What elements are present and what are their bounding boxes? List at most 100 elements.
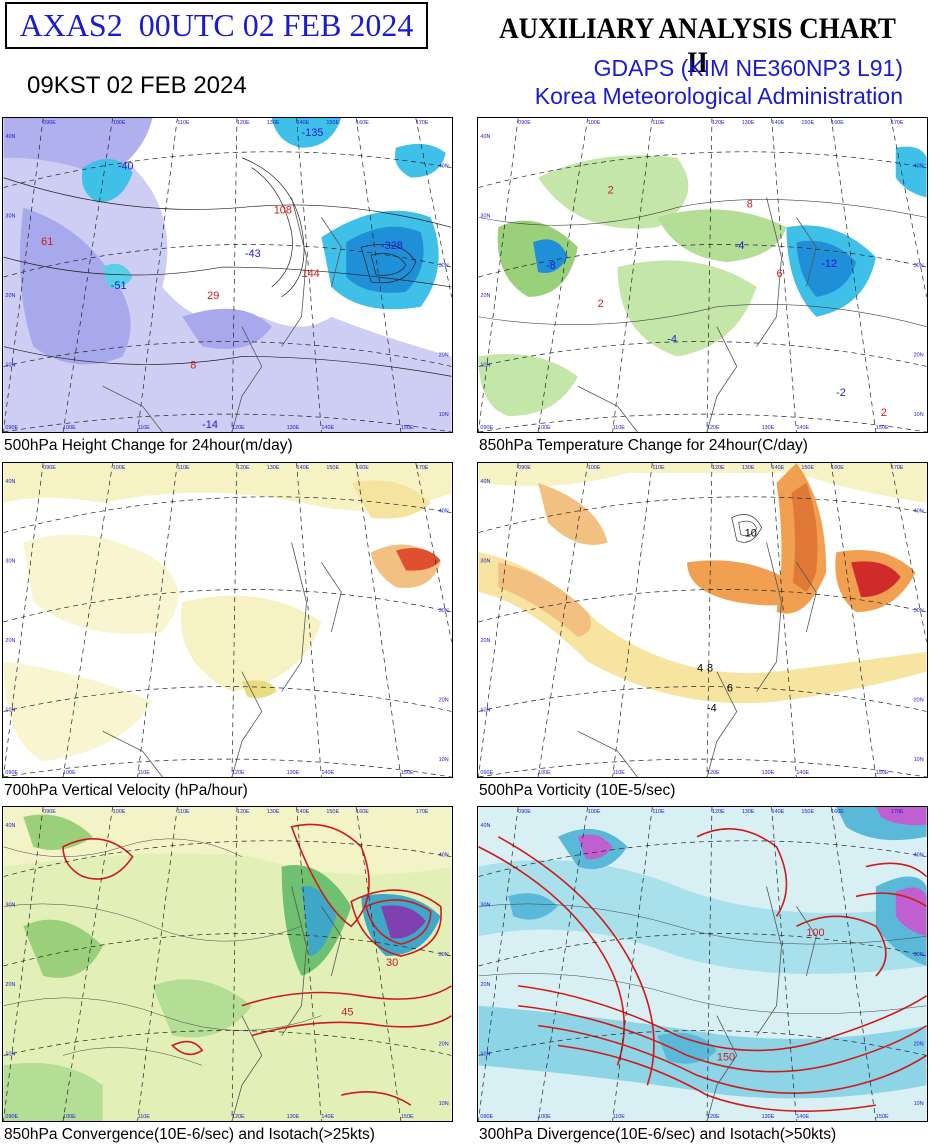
contour-label: 150	[717, 1051, 735, 1063]
lon-tick-label: 150E	[801, 465, 814, 471]
contour-label: -4	[667, 334, 677, 346]
lon-tick-label: 110E	[652, 465, 665, 471]
lon-tick-label: 150E	[401, 770, 414, 776]
lat-tick-label: 30N	[439, 952, 449, 958]
lat-tick-label: 30N	[914, 608, 924, 614]
lat-tick-label: 10N	[480, 1051, 490, 1057]
lat-tick-label: 20N	[914, 352, 924, 358]
contour-label: -4	[735, 240, 745, 252]
contour-label: 100	[806, 927, 824, 939]
contour-label: -4	[707, 702, 717, 714]
lon-tick-label: 130E	[267, 120, 280, 126]
lon-tick-label: 150E	[801, 809, 814, 815]
lon-tick-label: 170E	[891, 465, 904, 471]
lat-tick-label: 40N	[439, 164, 449, 170]
lon-tick-label: 150E	[326, 465, 339, 471]
lon-tick-label: 110E	[177, 809, 190, 815]
lat-tick-label: 10N	[914, 757, 924, 763]
contour-label: -328	[381, 240, 403, 252]
lat-tick-label: 40N	[914, 509, 924, 515]
lon-tick-label: 140E	[772, 120, 785, 126]
local-time: 09KST 02 FEB 2024	[27, 72, 247, 99]
lon-tick-label: 120E	[712, 809, 725, 815]
lat-tick-label: 30N	[439, 608, 449, 614]
lon-tick-label: 110E	[138, 1114, 151, 1120]
lat-tick-label: 20N	[914, 1041, 924, 1047]
lon-tick-label: 140E	[796, 770, 809, 776]
lon-tick-label: 160E	[356, 465, 369, 471]
lon-tick-label: 140E	[321, 1114, 334, 1120]
lon-tick-label: 120E	[237, 809, 250, 815]
lat-tick-label: 10N	[480, 707, 490, 713]
lon-tick-label: 170E	[416, 465, 429, 471]
lon-tick-label: 090E	[518, 465, 531, 471]
panel-500hpa-vorticity: 10 4 8 6 -4 090E 100E 110E 120E 130E 140E 150E 160E…	[477, 462, 928, 778]
lon-tick-label: 110E	[613, 770, 626, 776]
lat-tick-label: 40N	[5, 823, 15, 829]
product-id-box: AXAS2 00UTC 02 FEB 2024	[5, 2, 428, 49]
contour-label: 10	[745, 528, 757, 540]
lon-tick-label: 120E	[232, 425, 245, 431]
lon-tick-label: 100E	[588, 809, 601, 815]
lat-tick-label: 10N	[5, 362, 15, 368]
lat-tick-label: 30N	[914, 263, 924, 269]
caption-700hpa-vertical-velocity: 700hPa Vertical Velocity (hPa/hour)	[4, 782, 248, 799]
lon-tick-label: 160E	[831, 465, 844, 471]
lon-tick-label: 090E	[5, 425, 18, 431]
panel-700hpa-vertical-velocity: 090E 100E 110E 120E 130E 140E 150E 160E 170E 090E…	[2, 462, 453, 778]
lat-tick-label: 20N	[5, 293, 15, 299]
lon-tick-label: 170E	[416, 120, 429, 126]
lat-tick-label: 20N	[439, 697, 449, 703]
lat-tick-label: 20N	[914, 697, 924, 703]
lat-tick-label: 10N	[439, 757, 449, 763]
lon-tick-label: 110E	[613, 425, 626, 431]
chart-title: AUXILIARY ANALYSIS CHART II	[499, 12, 896, 79]
lat-tick-label: 30N	[480, 902, 490, 908]
lon-tick-label: 150E	[401, 1114, 414, 1120]
lat-tick-label: 10N	[439, 1101, 449, 1107]
model-name: GDAPS (KIM NE360NP3 L91)	[593, 55, 903, 81]
lat-tick-label: 30N	[480, 558, 490, 564]
lat-tick-label: 10N	[5, 1051, 15, 1057]
contour-label: 29	[207, 290, 219, 302]
lon-tick-label: 090E	[43, 809, 56, 815]
lon-tick-label: 140E	[297, 809, 310, 815]
lon-tick-label: 110E	[138, 425, 151, 431]
lon-tick-label: 110E	[652, 809, 665, 815]
lat-tick-label: 30N	[5, 213, 15, 219]
lat-tick-label: 30N	[914, 952, 924, 958]
lon-tick-label: 120E	[237, 120, 250, 126]
lon-tick-label: 170E	[416, 809, 429, 815]
lon-tick-label: 090E	[518, 120, 531, 126]
lat-tick-label: 20N	[439, 352, 449, 358]
lat-tick-label: 20N	[439, 1041, 449, 1047]
panel-300hpa-divergence-isotach: 100 150 090E 100E 110E 120E 130E 140E 150E 160E 1…	[477, 806, 928, 1122]
lon-tick-label: 090E	[5, 1114, 18, 1120]
lon-tick-label: 100E	[588, 465, 601, 471]
product-id: AXAS2 00UTC 02 FEB 2024	[19, 7, 414, 43]
lon-tick-label: 130E	[287, 770, 300, 776]
lon-tick-label: 130E	[742, 809, 755, 815]
contour-label: 8	[747, 198, 753, 210]
panel-500hpa-height-change: -51 -43 -40 -328 -135 108 144 29 61 8 -14 090E 100E…	[2, 117, 453, 433]
lon-tick-label: 160E	[356, 120, 369, 126]
lon-tick-label: 090E	[480, 1114, 493, 1120]
lon-tick-label: 150E	[876, 1114, 889, 1120]
lat-tick-label: 30N	[480, 213, 490, 219]
lon-tick-label: 100E	[113, 809, 126, 815]
lon-tick-label: 110E	[138, 770, 151, 776]
lon-tick-label: 090E	[43, 120, 56, 126]
contour-label: -2	[836, 387, 846, 399]
lon-tick-label: 140E	[772, 809, 785, 815]
lon-tick-label: 170E	[891, 809, 904, 815]
lat-tick-label: 10N	[5, 707, 15, 713]
lat-tick-label: 10N	[914, 412, 924, 418]
lon-tick-label: 120E	[707, 1114, 720, 1120]
lon-tick-label: 100E	[538, 1114, 551, 1120]
convergence-map: 30 45 090E 100E 110E 120E 130E 140E 150E 160E 170…	[3, 807, 452, 1121]
lon-tick-label: 130E	[267, 809, 280, 815]
lon-tick-label: 160E	[831, 809, 844, 815]
contour-label: 144	[302, 268, 320, 280]
lat-tick-label: 20N	[480, 293, 490, 299]
lon-tick-label: 130E	[762, 425, 775, 431]
